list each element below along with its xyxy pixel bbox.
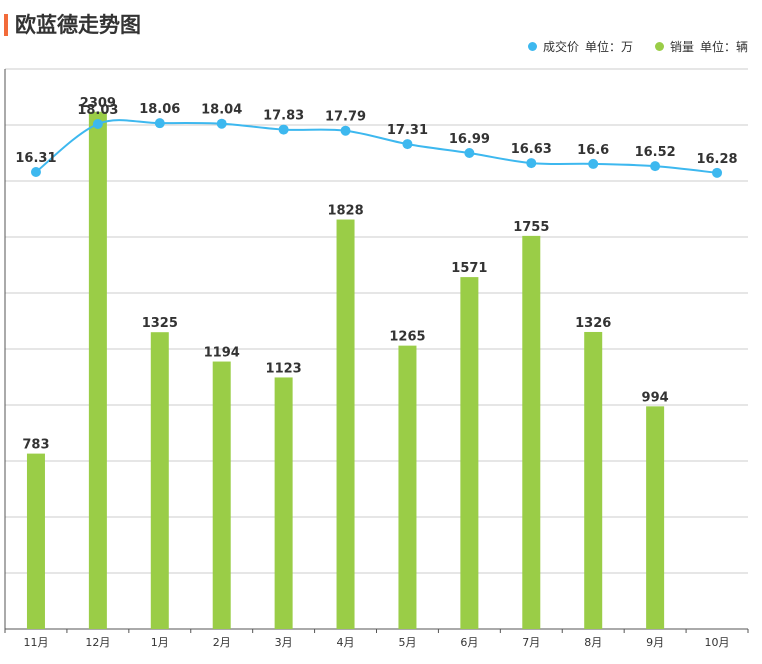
sales-bar[interactable] [212, 361, 231, 629]
sales-data-label: 994 [642, 390, 669, 405]
sales-bar[interactable] [274, 377, 293, 629]
legend-price-unit: 单位：万 [584, 40, 633, 54]
price-data-label: 18.06 [139, 102, 180, 117]
legend-sales-dot-icon [654, 42, 664, 51]
price-data-label: 17.31 [387, 123, 428, 138]
sales-bar[interactable] [460, 277, 479, 629]
price-point[interactable] [712, 167, 723, 178]
sales-data-label: 1325 [142, 316, 178, 331]
x-tick-label: 8月 [584, 636, 602, 649]
price-point[interactable] [154, 118, 165, 129]
price-point[interactable] [30, 167, 41, 177]
price-point[interactable] [464, 148, 475, 159]
sales-data-label: 1326 [575, 316, 611, 331]
legend-price-label: 成交价 [542, 40, 579, 54]
price-series-line [35, 119, 718, 174]
x-tick-label: 3月 [275, 636, 293, 649]
title-accent-bar [4, 14, 8, 36]
legend-item-sales[interactable]: 销量 单位：辆 [654, 38, 748, 55]
legend-item-price[interactable]: 成交价 单位：万 [527, 38, 633, 55]
price-data-label: 16.63 [511, 142, 552, 157]
price-data-label: 17.79 [325, 110, 366, 125]
x-tick-label: 5月 [398, 636, 416, 649]
sales-bar[interactable] [522, 235, 541, 629]
price-point[interactable] [650, 161, 661, 172]
sales-data-label: 1571 [451, 261, 487, 276]
x-tick-label: 10月 [705, 636, 730, 649]
legend-sales-unit: 单位：辆 [699, 40, 748, 54]
sales-bar[interactable] [646, 406, 665, 629]
price-point[interactable] [340, 125, 351, 136]
price-point[interactable] [92, 119, 103, 129]
price-data-label: 16.31 [15, 151, 56, 166]
price-data-label: 18.03 [77, 103, 118, 118]
sales-bar[interactable] [336, 219, 355, 629]
legend-price-dot-icon [527, 42, 537, 51]
sales-bar[interactable] [26, 453, 45, 629]
x-tick-label: 11月 [23, 636, 48, 649]
price-data-label: 16.52 [635, 145, 676, 160]
price-point[interactable] [278, 124, 289, 135]
price-data-label: 17.83 [263, 109, 304, 124]
sales-data-label: 783 [22, 438, 49, 453]
sales-bar[interactable] [88, 111, 107, 629]
price-data-label: 16.28 [696, 152, 737, 167]
sales-data-label: 1194 [204, 346, 240, 361]
legend-sales-label: 销量 [669, 40, 694, 54]
price-data-label: 16.99 [449, 132, 490, 147]
price-data-label: 16.6 [577, 143, 609, 158]
sales-data-label: 2309 [80, 96, 116, 111]
price-point[interactable] [526, 158, 537, 169]
sales-data-label: 1755 [513, 220, 549, 235]
sales-data-label: 1828 [327, 204, 363, 219]
sales-data-label: 1123 [266, 361, 302, 376]
x-tick-label: 4月 [337, 636, 355, 649]
price-point[interactable] [588, 158, 599, 169]
sales-data-label: 1265 [389, 330, 425, 345]
chart-title: 欧蓝德走势图 [15, 13, 141, 37]
sales-bar[interactable] [584, 331, 603, 629]
x-tick-label: 9月 [646, 636, 664, 649]
x-tick-label: 1月 [151, 636, 169, 649]
price-point[interactable] [216, 118, 227, 129]
sales-bar[interactable] [150, 332, 169, 629]
x-tick-label: 6月 [460, 636, 478, 649]
sales-bar[interactable] [398, 345, 417, 629]
price-data-label: 18.04 [201, 103, 242, 118]
price-point[interactable] [402, 139, 413, 150]
legend: 成交价 单位：万 销量 单位：辆 [527, 38, 748, 55]
x-tick-label: 2月 [213, 636, 231, 649]
x-tick-label: 12月 [85, 636, 110, 649]
x-tick-label: 7月 [522, 636, 540, 649]
